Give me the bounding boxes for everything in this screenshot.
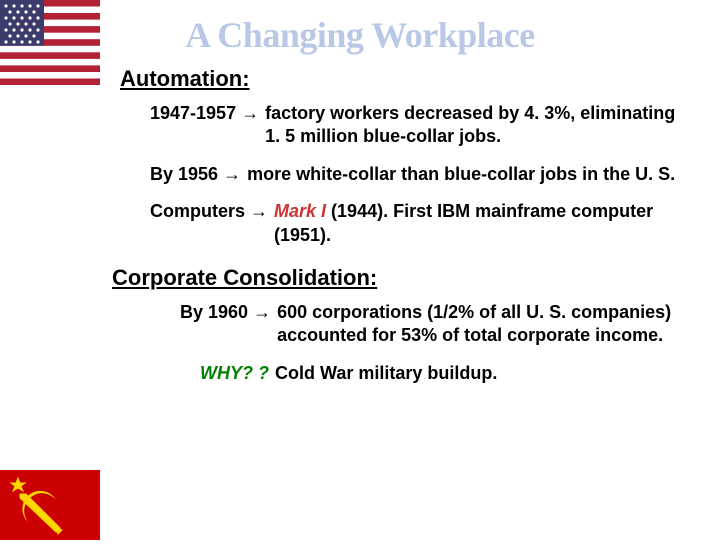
bullet-body: Mark I (1944). First IBM mainframe compu… xyxy=(274,200,680,247)
why-label: WHY? ? xyxy=(200,362,275,385)
bullet-item: By 1960 → 600 corporations (1/2% of all … xyxy=(180,301,680,348)
bullet-item: Computers → Mark I (1944). First IBM mai… xyxy=(150,200,680,247)
bullet-body: more white-collar than blue-collar jobs … xyxy=(247,163,680,186)
section-heading-automation: Automation: xyxy=(120,66,680,92)
mark-i-label: Mark I xyxy=(274,201,326,221)
us-flag-image xyxy=(0,0,100,85)
page-title: A Changing Workplace xyxy=(0,0,720,66)
bullet-body: factory workers decreased by 4. 3%, elim… xyxy=(265,102,680,149)
bullet-lead: By 1956 → xyxy=(150,163,247,186)
bullet-body: 600 corporations (1/2% of all U. S. comp… xyxy=(277,301,680,348)
bullet-lead: 1947-1957 → xyxy=(150,102,265,125)
soviet-flag-image xyxy=(0,470,100,540)
bullet-item: 1947-1957 → factory workers decreased by… xyxy=(150,102,680,149)
slide-content: Automation: 1947-1957 → factory workers … xyxy=(0,66,720,385)
bullet-body: Cold War military buildup. xyxy=(275,362,680,385)
section-heading-consolidation: Corporate Consolidation: xyxy=(112,265,680,291)
bullet-item: WHY? ? Cold War military buildup. xyxy=(200,362,680,385)
bullet-item: By 1956 → more white-collar than blue-co… xyxy=(150,163,680,186)
bullet-lead: By 1960 → xyxy=(180,301,277,324)
bullet-lead: Computers → xyxy=(150,200,274,223)
bullet-body-after: (1944). First IBM mainframe computer (19… xyxy=(274,201,653,244)
